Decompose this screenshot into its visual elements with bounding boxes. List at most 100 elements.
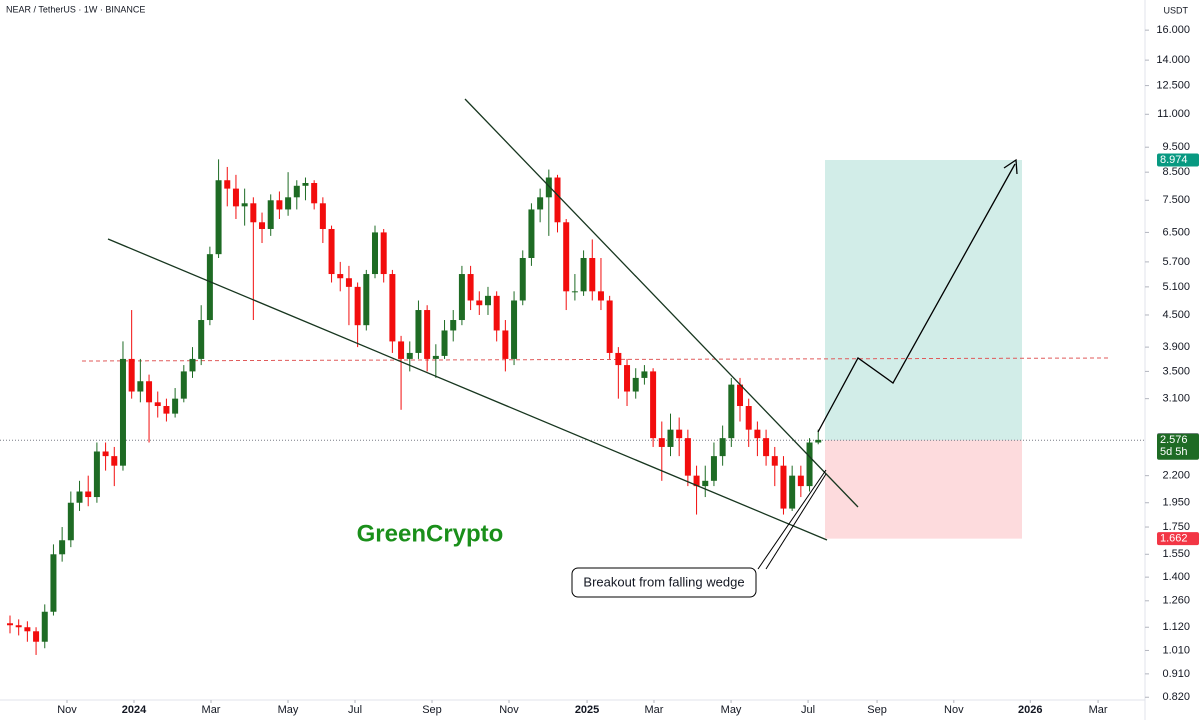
x-tick-label: Sep <box>867 704 887 716</box>
candle-body <box>676 429 683 439</box>
x-tick-label: 2024 <box>122 704 147 716</box>
y-tick-label: 16.000 <box>1156 24 1190 36</box>
candle-body <box>728 384 735 439</box>
y-tick-label: 12.500 <box>1156 79 1190 91</box>
candle-body <box>328 228 335 275</box>
candle-body <box>206 254 213 321</box>
candle-body <box>554 177 561 223</box>
candle-body <box>763 438 770 457</box>
x-tick-label: 2025 <box>575 704 599 716</box>
callout-pointer <box>757 469 827 570</box>
candle-body <box>250 203 257 223</box>
candle-body <box>406 352 413 359</box>
candle-body <box>163 406 170 414</box>
y-tick-label: 8.500 <box>1162 166 1190 178</box>
candle-body <box>641 371 648 378</box>
candle-body <box>597 291 604 301</box>
candle-body <box>85 491 92 498</box>
y-tick-label: 3.100 <box>1162 393 1190 405</box>
y-tick-label: 1.550 <box>1162 548 1190 560</box>
candle-body <box>232 188 239 207</box>
stop-price-label: 1.662 <box>1160 533 1188 545</box>
candles <box>6 159 822 655</box>
x-tick-label: Nov <box>944 704 964 716</box>
candle-body <box>76 491 83 503</box>
candle-body <box>285 197 292 210</box>
candle-body <box>319 203 326 229</box>
candle-body <box>684 438 691 476</box>
y-tick-label: 5.100 <box>1162 281 1190 293</box>
candle-body <box>6 623 13 626</box>
candle-body <box>467 274 474 301</box>
candle-body <box>59 540 66 555</box>
watermark: GreenCrypto <box>357 520 504 547</box>
candle-body <box>111 456 118 466</box>
candle-body <box>41 611 48 642</box>
candle-body <box>354 286 361 326</box>
y-tick-label: 3.900 <box>1162 341 1190 353</box>
y-tick-label: 2.200 <box>1162 470 1190 482</box>
candle-body <box>224 180 231 189</box>
candle-body <box>458 274 465 321</box>
y-tick-label: 11.000 <box>1157 108 1190 120</box>
position-tool <box>0 159 1145 539</box>
candle-body <box>33 631 40 642</box>
candle-body <box>580 257 587 292</box>
callout-text: Breakout from falling wedge <box>583 574 744 589</box>
candle-body <box>493 295 500 331</box>
candle-body <box>693 475 700 487</box>
target-price-label-box <box>1157 153 1199 167</box>
candle-body <box>528 209 535 258</box>
candle-body <box>737 384 744 407</box>
x-tick-label: Jul <box>348 704 362 716</box>
x-tick-label: Nov <box>499 704 519 716</box>
candle-body <box>398 341 405 359</box>
y-tick-label: 1.120 <box>1162 621 1190 633</box>
candle-body <box>754 429 761 439</box>
x-tick-label: Jul <box>801 704 815 716</box>
x-tick-label: May <box>721 704 742 716</box>
candle-body <box>293 185 300 198</box>
candle-body <box>719 438 726 457</box>
candle-body <box>450 320 457 331</box>
candle-body <box>606 300 613 353</box>
candle-body <box>806 442 813 487</box>
y-tick-label: 0.910 <box>1162 668 1190 680</box>
candle-body <box>172 398 179 414</box>
candle-body <box>24 627 31 632</box>
callout-box <box>571 567 757 598</box>
candle-body <box>571 291 578 293</box>
candle-body <box>302 183 309 186</box>
x-tick-label: Mar <box>202 704 221 716</box>
candle-body <box>189 358 196 372</box>
candle-body <box>589 257 596 292</box>
y-tick-label: 1.950 <box>1162 497 1190 509</box>
x-tick-label: May <box>278 704 299 716</box>
y-tick-label: 3.500 <box>1162 365 1190 377</box>
symbol-title: NEAR / TetherUS · 1W · BINANCE <box>6 4 145 14</box>
candle-body <box>745 406 752 430</box>
candle-body <box>128 358 135 392</box>
candle-body <box>241 203 248 207</box>
x-tick-label: Nov <box>57 704 77 716</box>
candle-body <box>15 625 22 628</box>
candle-body <box>615 352 622 366</box>
y-tick-label: 1.260 <box>1162 595 1190 607</box>
price-axis: 16.000 14.000 12.500 11.000 9.500 8.500 7.500 6… <box>57 24 1199 716</box>
candle-body <box>102 451 109 457</box>
candle-body <box>345 278 352 287</box>
resistance-line <box>81 357 1111 362</box>
candle-body <box>267 200 274 229</box>
x-tick-label: Mar <box>644 704 663 716</box>
x-tick-label: 2026 <box>1018 704 1042 716</box>
candle-body <box>797 475 804 487</box>
callout-pointer <box>765 473 827 570</box>
candle-body <box>154 402 161 407</box>
currency-label: USDT <box>1164 5 1189 15</box>
candle-body <box>215 180 222 255</box>
candle-body <box>180 371 187 399</box>
candle-body <box>67 502 74 541</box>
wedge-upper-line <box>464 98 859 508</box>
